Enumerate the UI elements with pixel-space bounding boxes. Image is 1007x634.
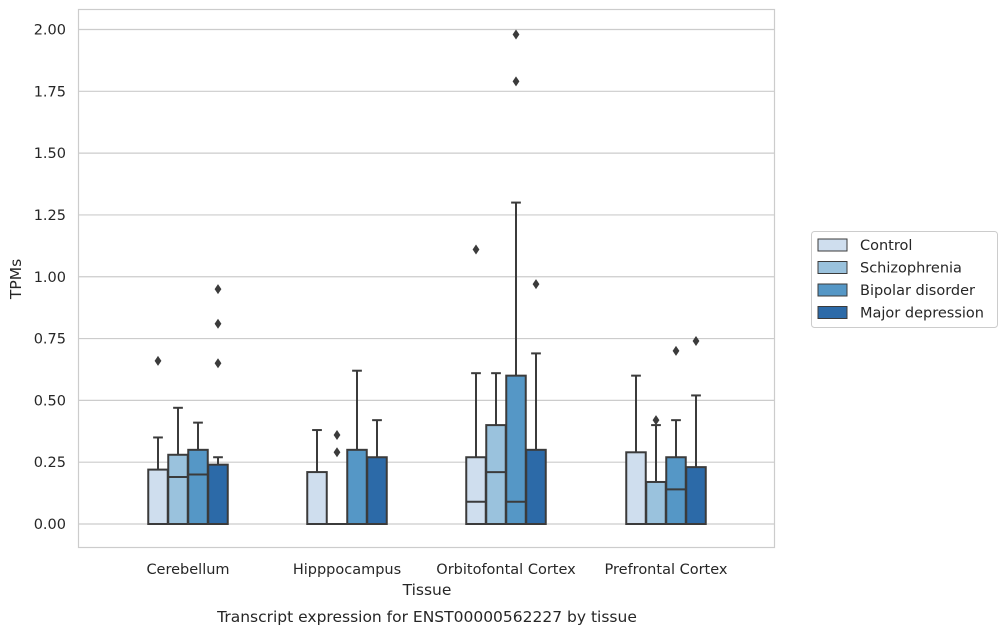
box xyxy=(306,471,328,526)
box xyxy=(147,468,169,526)
legend-swatch xyxy=(817,306,848,319)
outlier-point xyxy=(214,284,222,295)
y-tick-label: 1.75 xyxy=(34,84,66,100)
y-tick-label: 0.00 xyxy=(34,517,66,533)
box xyxy=(465,456,487,525)
outlier-point xyxy=(472,244,480,255)
box xyxy=(665,456,687,525)
outlier-point xyxy=(333,429,341,440)
plot-area-frame xyxy=(77,8,776,549)
x-tick-label: Hipppocampus xyxy=(293,562,401,578)
legend-label: Schizophrenia xyxy=(860,261,962,277)
outlier-point xyxy=(652,415,660,426)
box-1-1 xyxy=(327,429,347,525)
x-tick-label: Orbitofontal Cortex xyxy=(436,562,576,578)
x-tick-label: Cerebellum xyxy=(146,562,229,578)
legend: Control Schizophrenia Bipolar disorder Majo… xyxy=(811,231,998,328)
box xyxy=(485,424,507,526)
y-tick-label: 1.00 xyxy=(34,270,66,286)
outlier-point xyxy=(532,279,540,290)
legend-frame xyxy=(811,231,998,328)
outlier-point xyxy=(154,355,162,366)
y-tick-labels: 0.00 0.25 0.50 0.75 1.00 1.25 1.50 1.75 2.00 xyxy=(34,23,66,534)
box-3-2 xyxy=(525,279,547,526)
box xyxy=(625,451,647,525)
legend-label: Major depression xyxy=(860,306,984,322)
y-tick-label: 2.00 xyxy=(34,23,66,39)
y-tick-label: 0.25 xyxy=(34,455,66,471)
box xyxy=(167,453,189,525)
box xyxy=(187,448,209,526)
box-marks xyxy=(147,29,707,526)
box-2-3 xyxy=(665,345,687,525)
x-tick-label: Prefrontal Cortex xyxy=(605,562,728,578)
box xyxy=(525,448,547,526)
x-axis-label: Tissue xyxy=(402,581,452,599)
box xyxy=(207,463,229,526)
box-3-0 xyxy=(207,284,229,526)
chart-caption: Transcript expression for ENST0000056222… xyxy=(216,608,637,626)
legend-swatch xyxy=(817,261,848,274)
outlier-point xyxy=(214,358,222,369)
outlier-point xyxy=(512,76,520,87)
box-0-2 xyxy=(465,244,487,525)
outlier-point xyxy=(333,447,341,458)
legend-swatch xyxy=(817,283,848,297)
box xyxy=(366,456,388,525)
box-1-3 xyxy=(645,415,667,525)
outlier-point xyxy=(672,345,680,356)
y-tick-label: 0.50 xyxy=(34,393,66,409)
outlier-point xyxy=(512,29,520,40)
box-0-0 xyxy=(147,355,169,526)
box-3-1 xyxy=(366,419,388,525)
legend-label: Bipolar disorder xyxy=(860,283,975,299)
box xyxy=(346,448,368,526)
x-tick-labels: Cerebellum Hipppocampus Orbitofontal Corte… xyxy=(146,562,727,578)
box xyxy=(645,480,667,525)
box-1-2 xyxy=(485,372,507,526)
y-tick-label: 0.75 xyxy=(34,332,66,348)
box-1-0 xyxy=(167,406,189,525)
box-0-1 xyxy=(306,429,328,526)
legend-label: Control xyxy=(860,238,912,254)
box-3-3 xyxy=(685,336,707,526)
outlier-point xyxy=(692,336,700,347)
y-axis-label: TPMs xyxy=(7,259,25,300)
grid-lines xyxy=(78,28,775,525)
y-tick-label: 1.25 xyxy=(34,208,66,224)
box-2-0 xyxy=(187,421,209,526)
y-tick-label: 1.50 xyxy=(34,146,66,162)
outlier-point xyxy=(214,318,222,329)
box xyxy=(685,466,707,526)
box-2-1 xyxy=(346,369,368,526)
box-0-3 xyxy=(625,374,647,525)
legend-swatch xyxy=(817,238,848,252)
